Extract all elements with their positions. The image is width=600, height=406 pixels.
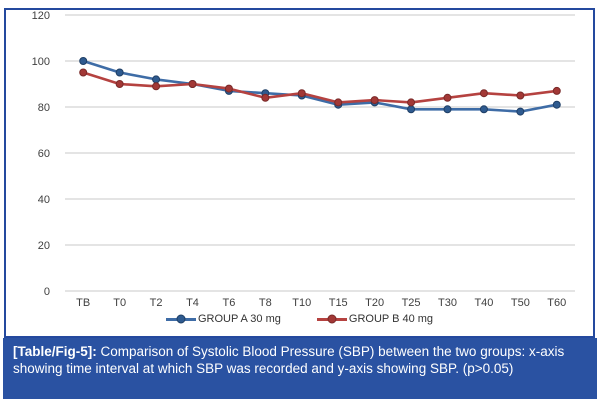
x-tick-label-t8: T8 <box>259 297 272 309</box>
marker-group-b-40-mg-t60 <box>552 86 561 95</box>
legend-dot-group-a <box>176 314 186 324</box>
marker-group-b-40-mg-t4 <box>188 80 197 88</box>
x-tick-label-t15: T15 <box>329 297 348 309</box>
figure-chart-frame: 0 20 40 60 80 100 120 TB T0 T2 T4 T6 T8 T10 T15 T20 T25 T… <box>4 8 595 338</box>
x-tick-label-t0: T0 <box>113 297 126 309</box>
x-tick-label-t60: T60 <box>547 297 566 309</box>
marker-group-b-40-mg-t6 <box>224 84 233 93</box>
x-tick-label-t10: T10 <box>292 297 311 309</box>
x-tick-label-t6: T6 <box>223 297 236 309</box>
series-line-group-a-30-mg <box>81 59 559 113</box>
legend-item-group-b: GROUP B 40 mg <box>316 313 434 325</box>
x-tick-label-t4: T4 <box>186 297 199 309</box>
legend-marker-group-b <box>316 314 347 324</box>
x-tick-label-t50: T50 <box>511 297 530 309</box>
y-tick-label-40: 40 <box>38 194 50 206</box>
legend-label-group-b: GROUP B 40 mg <box>348 313 434 325</box>
marker-group-a-30-mg-tb <box>79 57 88 65</box>
y-tick-label-120: 120 <box>32 10 50 22</box>
marker-group-b-40-mg-t30 <box>443 93 452 102</box>
marker-group-b-40-mg-t25 <box>407 98 416 107</box>
marker-group-a-30-mg-t50 <box>516 107 525 116</box>
marker-group-b-40-mg-t10 <box>297 89 306 98</box>
legend-item-group-a: GROUP A 30 mg <box>165 313 281 325</box>
marker-group-a-30-mg-t60 <box>552 100 561 109</box>
marker-group-a-30-mg-t30 <box>443 105 452 114</box>
marker-group-b-40-mg-t15 <box>334 98 343 107</box>
marker-group-a-30-mg-t0 <box>115 68 124 77</box>
marker-group-b-40-mg-t0 <box>115 80 124 88</box>
marker-group-a-30-mg-t40 <box>479 105 488 114</box>
legend-label-group-a: GROUP A 30 mg <box>197 313 281 325</box>
sbp-line-chart: 0 20 40 60 80 100 120 TB T0 T2 T4 T6 T8 T10 T15 T20 T25 T… <box>32 10 575 309</box>
x-tick-label-t40: T40 <box>474 297 493 309</box>
figure-caption-text: Comparison of Systolic Blood Pressure (S… <box>13 344 565 377</box>
marker-group-b-40-mg-t8 <box>261 93 270 102</box>
y-tick-label-60: 60 <box>38 148 50 160</box>
marker-group-b-40-mg-t40 <box>479 89 488 98</box>
series-line-group-b-40-mg <box>81 71 559 104</box>
marker-group-a-30-mg-t25 <box>407 105 416 114</box>
marker-group-b-40-mg-tb <box>79 68 88 77</box>
marker-group-a-30-mg-t2 <box>152 75 161 84</box>
x-tick-label-tb: TB <box>76 297 90 309</box>
figure-caption-label: [Table/Fig-5]: <box>13 344 97 359</box>
figure-caption: [Table/Fig-5]: Comparison of Systolic Bl… <box>3 338 597 399</box>
legend-marker-group-a <box>165 314 196 324</box>
x-tick-label-t20: T20 <box>365 297 384 309</box>
marker-group-b-40-mg-t50 <box>516 91 525 100</box>
marker-group-b-40-mg-t20 <box>370 96 379 105</box>
x-tick-label-t2: T2 <box>150 297 163 309</box>
y-tick-label-80: 80 <box>38 102 50 114</box>
x-tick-label-t30: T30 <box>438 297 457 309</box>
x-tick-label-t25: T25 <box>402 297 421 309</box>
legend-dot-group-b <box>327 314 337 324</box>
y-tick-label-0: 0 <box>44 286 50 298</box>
y-tick-label-100: 100 <box>32 56 50 68</box>
marker-group-b-40-mg-t2 <box>152 82 161 91</box>
y-tick-label-20: 20 <box>38 240 50 252</box>
chart-legend: GROUP A 30 mg GROUP B 40 mg <box>6 313 593 325</box>
